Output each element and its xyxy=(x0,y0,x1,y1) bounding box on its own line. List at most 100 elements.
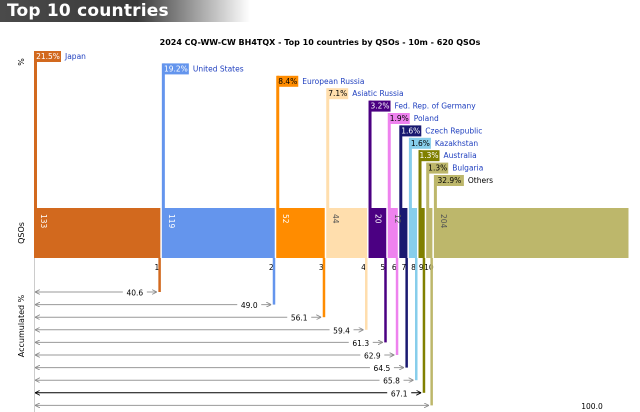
bar-connector xyxy=(34,51,37,208)
percent-label: 19.2% xyxy=(164,64,188,73)
accumulated-drop-line xyxy=(365,258,368,330)
qso-value: 133 xyxy=(39,214,48,229)
y-axis-label-percent: % xyxy=(17,58,26,66)
percent-box xyxy=(434,175,464,186)
category-label: Fed. Rep. of Germany xyxy=(395,102,477,111)
accumulated-label-bg xyxy=(237,300,262,310)
accumulated-label-bg xyxy=(122,288,147,297)
category-label: United States xyxy=(193,64,244,73)
qso-bar xyxy=(418,208,425,258)
accumulated-label: 59.4 xyxy=(333,326,350,335)
accumulated-drop-line xyxy=(422,258,426,393)
qso-bar xyxy=(34,208,161,258)
category-label: European Russia xyxy=(302,77,364,86)
qso-bar xyxy=(326,208,368,258)
percent-label: 7.1% xyxy=(328,89,347,98)
accumulated-label-bg xyxy=(329,325,354,335)
bar-connector xyxy=(408,137,412,208)
accumulated-label-bg xyxy=(360,351,385,360)
accumulated-label-bg xyxy=(369,363,394,373)
accumulated-label: 62.9 xyxy=(364,352,381,361)
section-title: Top 10 countries xyxy=(7,1,169,21)
percent-label: 1.6% xyxy=(411,139,430,148)
accumulated-label-bg xyxy=(348,338,373,348)
accumulated-drop-line xyxy=(384,258,387,343)
accumulated-label: 64.5 xyxy=(374,364,391,373)
bar-connector xyxy=(368,100,372,208)
percent-label: 1.9% xyxy=(390,114,409,123)
bar-connector xyxy=(326,88,330,208)
category-label: Kazakhstan xyxy=(435,139,478,148)
y-axis-label-accumulated: Accumulated % xyxy=(17,294,26,357)
percent-box xyxy=(400,125,422,137)
percent-box xyxy=(369,100,391,112)
percent-box xyxy=(409,137,431,149)
rank-label: 1 xyxy=(154,263,159,272)
rank-label: 3 xyxy=(319,263,324,272)
accumulated-label-bg xyxy=(287,313,312,323)
qso-bar xyxy=(408,208,418,258)
rank-label: 6 xyxy=(392,263,397,272)
accumulated-label: 100.0 xyxy=(581,402,603,411)
qso-bar xyxy=(399,208,408,258)
percent-box xyxy=(418,150,440,162)
rank-label: 10 xyxy=(424,263,434,272)
accumulated-drop-line xyxy=(395,258,399,355)
qso-bar xyxy=(387,208,398,258)
bar-connector xyxy=(161,63,165,209)
accumulated-drop-line xyxy=(415,258,418,381)
rank-label: 7 xyxy=(402,263,407,272)
accumulated-label: 56.1 xyxy=(291,314,308,323)
section-banner: Top 10 countries xyxy=(0,0,250,22)
percent-box xyxy=(35,51,61,62)
qso-bar xyxy=(276,208,325,258)
category-label: Australia xyxy=(444,151,477,160)
percent-box xyxy=(327,88,349,100)
y-axis-label-qsos: QSOs xyxy=(17,222,26,244)
bar-connector xyxy=(426,162,430,208)
rank-label: 2 xyxy=(269,263,274,272)
category-label: Japan xyxy=(64,52,86,61)
bar-connector xyxy=(418,150,422,208)
percent-box xyxy=(277,75,299,87)
qso-bar xyxy=(368,208,387,258)
category-label: Others xyxy=(468,176,493,185)
qso-bar xyxy=(426,208,433,258)
percent-label: 8.4% xyxy=(278,77,297,86)
qso-value: 20 xyxy=(374,214,383,224)
qso-value: 119 xyxy=(167,214,176,229)
percent-box xyxy=(162,63,189,75)
accumulated-label: 61.3 xyxy=(352,339,369,348)
accumulated-label: 65.8 xyxy=(383,377,400,386)
accumulated-label-bg xyxy=(387,388,412,398)
qso-value: 204 xyxy=(439,214,448,229)
accumulated-label: 49.0 xyxy=(241,301,258,310)
accumulated-label-bg xyxy=(379,376,404,386)
bar-connector xyxy=(387,113,391,208)
category-label: Czech Republic xyxy=(425,126,482,135)
rank-label: 8 xyxy=(411,263,416,272)
bar-connector xyxy=(399,125,403,208)
percent-label: 1.6% xyxy=(401,126,420,135)
qso-value: 12 xyxy=(393,214,402,224)
accumulated-drop-line xyxy=(430,258,433,406)
bar-connector xyxy=(276,75,280,208)
qso-value: 44 xyxy=(331,214,340,224)
percent-box xyxy=(388,113,410,124)
chart-title: 2024 CQ-WW-CW BH4TQX - Top 10 countries … xyxy=(160,38,481,47)
rank-label: 5 xyxy=(380,263,385,272)
percent-label: 21.5% xyxy=(36,52,60,61)
accumulated-drop-line xyxy=(272,258,276,305)
bar-connector xyxy=(433,175,437,208)
category-label: Asiatic Russia xyxy=(352,89,403,98)
percent-label: 3.2% xyxy=(370,102,389,111)
accumulated-drop-line xyxy=(158,258,161,292)
accumulated-label-bg xyxy=(580,401,604,411)
rank-label: 9 xyxy=(419,263,424,272)
percent-label: 1.3% xyxy=(419,151,438,160)
category-label: Bulgaria xyxy=(452,164,483,173)
percent-label: 32.9% xyxy=(437,176,461,185)
percent-label: 1.3% xyxy=(428,164,447,173)
accumulated-label: 40.6 xyxy=(127,289,144,298)
accumulated-drop-line xyxy=(405,258,408,368)
